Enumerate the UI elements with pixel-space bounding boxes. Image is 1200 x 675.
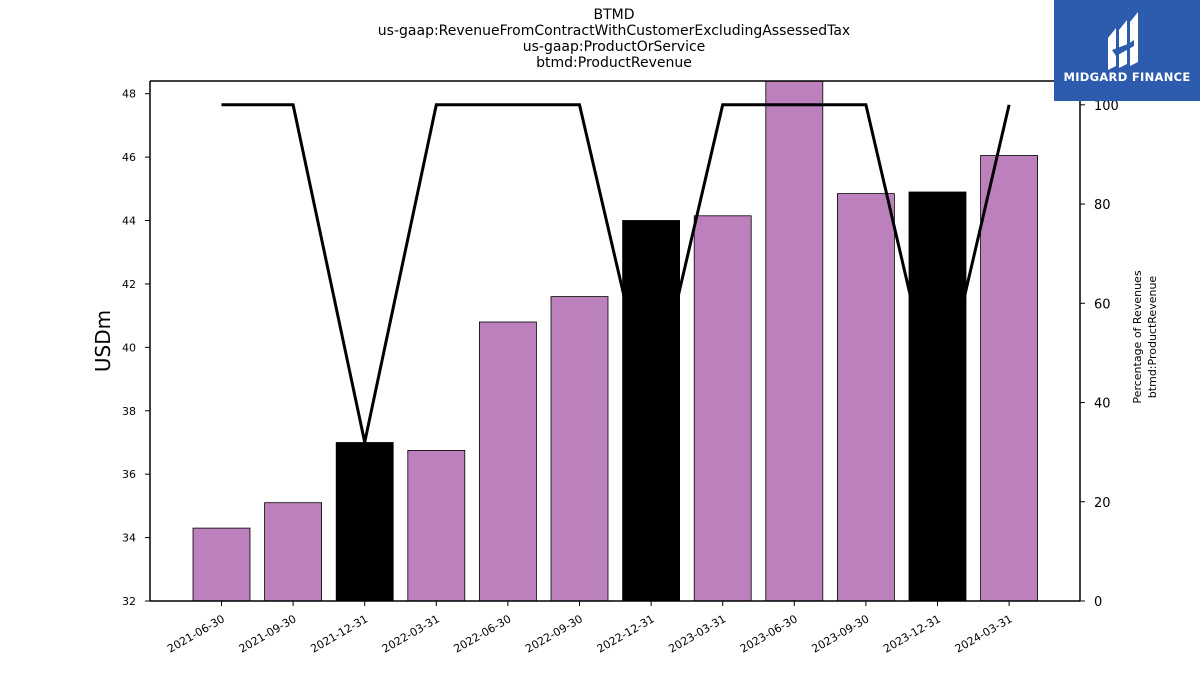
y-right-tick-label-40: 40 <box>1094 397 1111 412</box>
title-member: btmd:ProductRevenue <box>536 55 692 71</box>
bar-2024-03-31 <box>980 155 1038 601</box>
bar-2021-12-31 <box>335 442 394 601</box>
bar-2022-06-30 <box>478 321 537 601</box>
bar-2023-06-30 <box>765 81 824 601</box>
y-right-tick-label-100: 100 <box>1094 99 1119 114</box>
y-tick-label-48: 48 <box>122 88 136 101</box>
x-tick-label-2022-06-30: 2022-06-30 <box>452 612 514 655</box>
x-tick-label-2022-12-31: 2022-12-31 <box>595 612 657 655</box>
y-right-axis-label-line-2: btmd:ProductRevenue <box>1146 276 1159 399</box>
y-right-tick-label-80: 80 <box>1094 198 1111 213</box>
x-tick-label-2024-03-31: 2024-03-31 <box>953 612 1015 655</box>
y-tick-label-44: 44 <box>122 215 136 228</box>
y-tick-label-32: 32 <box>122 595 136 608</box>
x-tick-label-2023-09-30: 2023-09-30 <box>810 612 872 655</box>
y-tick-label-42: 42 <box>122 278 136 291</box>
bar-2021-06-30 <box>192 527 251 601</box>
y-tick-label-36: 36 <box>122 468 136 481</box>
bar-2023-03-31 <box>693 215 752 601</box>
logo-text: MIDGARD FINANCE <box>1063 70 1191 84</box>
y-tick-label-46: 46 <box>122 151 136 164</box>
y-right-tick-label-20: 20 <box>1094 496 1111 511</box>
bar-2022-03-31 <box>407 449 466 601</box>
midgard-finance-logo: MIDGARD FINANCE <box>1054 0 1200 101</box>
x-tick-label-2021-12-31: 2021-12-31 <box>308 612 370 655</box>
x-tick-label-2021-09-30: 2021-09-30 <box>237 612 299 655</box>
title-concept: us-gaap:RevenueFromContractWithCustomerE… <box>377 23 851 39</box>
midgard-m-logo-icon <box>1108 12 1138 70</box>
x-tick-label-2022-09-30: 2022-09-30 <box>523 612 585 655</box>
y-tick-label-40: 40 <box>122 341 136 354</box>
title-axis: us-gaap:ProductOrService <box>522 39 706 55</box>
x-tick-label-2022-03-31: 2022-03-31 <box>380 612 442 655</box>
bar-2022-09-30 <box>550 296 609 601</box>
y-right-tick-label-60: 60 <box>1094 297 1111 312</box>
percentage-line <box>221 103 1011 443</box>
y-tick-label-34: 34 <box>122 532 136 545</box>
y-axis-label: USDm <box>91 310 115 372</box>
bar-2023-12-31 <box>908 191 967 601</box>
y-right-axis-label-line-1: Percentage of Revenues <box>1131 270 1144 403</box>
y-right-tick-label-0: 0 <box>1094 595 1102 610</box>
x-tick-label-2023-06-30: 2023-06-30 <box>738 612 800 655</box>
bar-2023-09-30 <box>837 193 895 601</box>
title-ticker: BTMD <box>593 7 635 23</box>
x-tick-label-2023-03-31: 2023-03-31 <box>666 612 728 655</box>
bar-2021-09-30 <box>264 502 323 601</box>
y-tick-label-38: 38 <box>122 405 136 418</box>
x-tick-label-2021-06-30: 2021-06-30 <box>165 612 227 655</box>
x-tick-label-2023-12-31: 2023-12-31 <box>881 612 943 655</box>
